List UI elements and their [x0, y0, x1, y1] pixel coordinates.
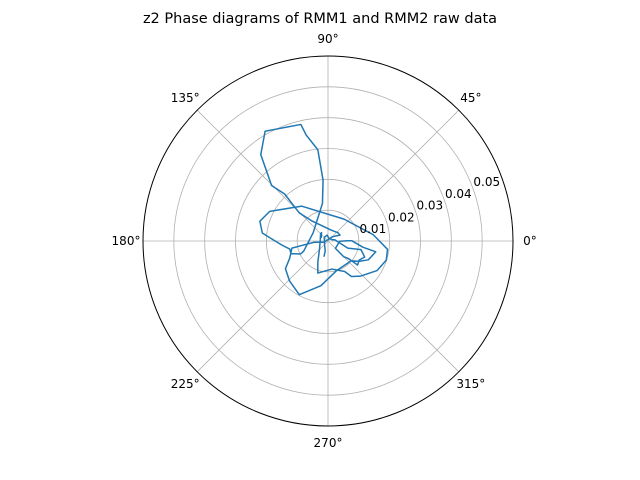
- radial-tick-label: 0.03: [416, 199, 443, 213]
- grid-layer: [143, 56, 513, 426]
- polar-frame: [142, 55, 514, 427]
- angular-gridline: [327, 109, 460, 242]
- radial-tick-label: 0.02: [388, 210, 415, 224]
- radial-tick-label: 0.01: [359, 222, 386, 236]
- angle-tick-label: 315°: [456, 377, 485, 391]
- angular-gridline: [196, 240, 329, 373]
- angle-tick-label: 90°: [317, 32, 338, 46]
- angle-tick-label: 180°: [112, 234, 141, 248]
- angle-tick-label: 225°: [171, 377, 200, 391]
- series-line: [259, 123, 389, 296]
- chart-title: z2 Phase diagrams of RMM1 and RMM2 raw d…: [143, 11, 497, 27]
- series-layer: [259, 123, 389, 296]
- angle-tick-label: 45°: [460, 91, 481, 105]
- angular-gridline: [196, 109, 329, 242]
- label-layer: 0° 45° 90° 135° 180° 225° 270° 315° 0.010.020.03…: [112, 32, 537, 450]
- radial-tick-label: 0.05: [473, 175, 500, 189]
- angle-tick-label: 135°: [171, 91, 200, 105]
- frame-layer: [142, 55, 514, 427]
- angle-tick-label: 0°: [523, 234, 537, 248]
- angle-tick-label: 270°: [314, 436, 343, 450]
- angular-gridline: [327, 240, 460, 373]
- radial-tick-label: 0.04: [445, 187, 472, 201]
